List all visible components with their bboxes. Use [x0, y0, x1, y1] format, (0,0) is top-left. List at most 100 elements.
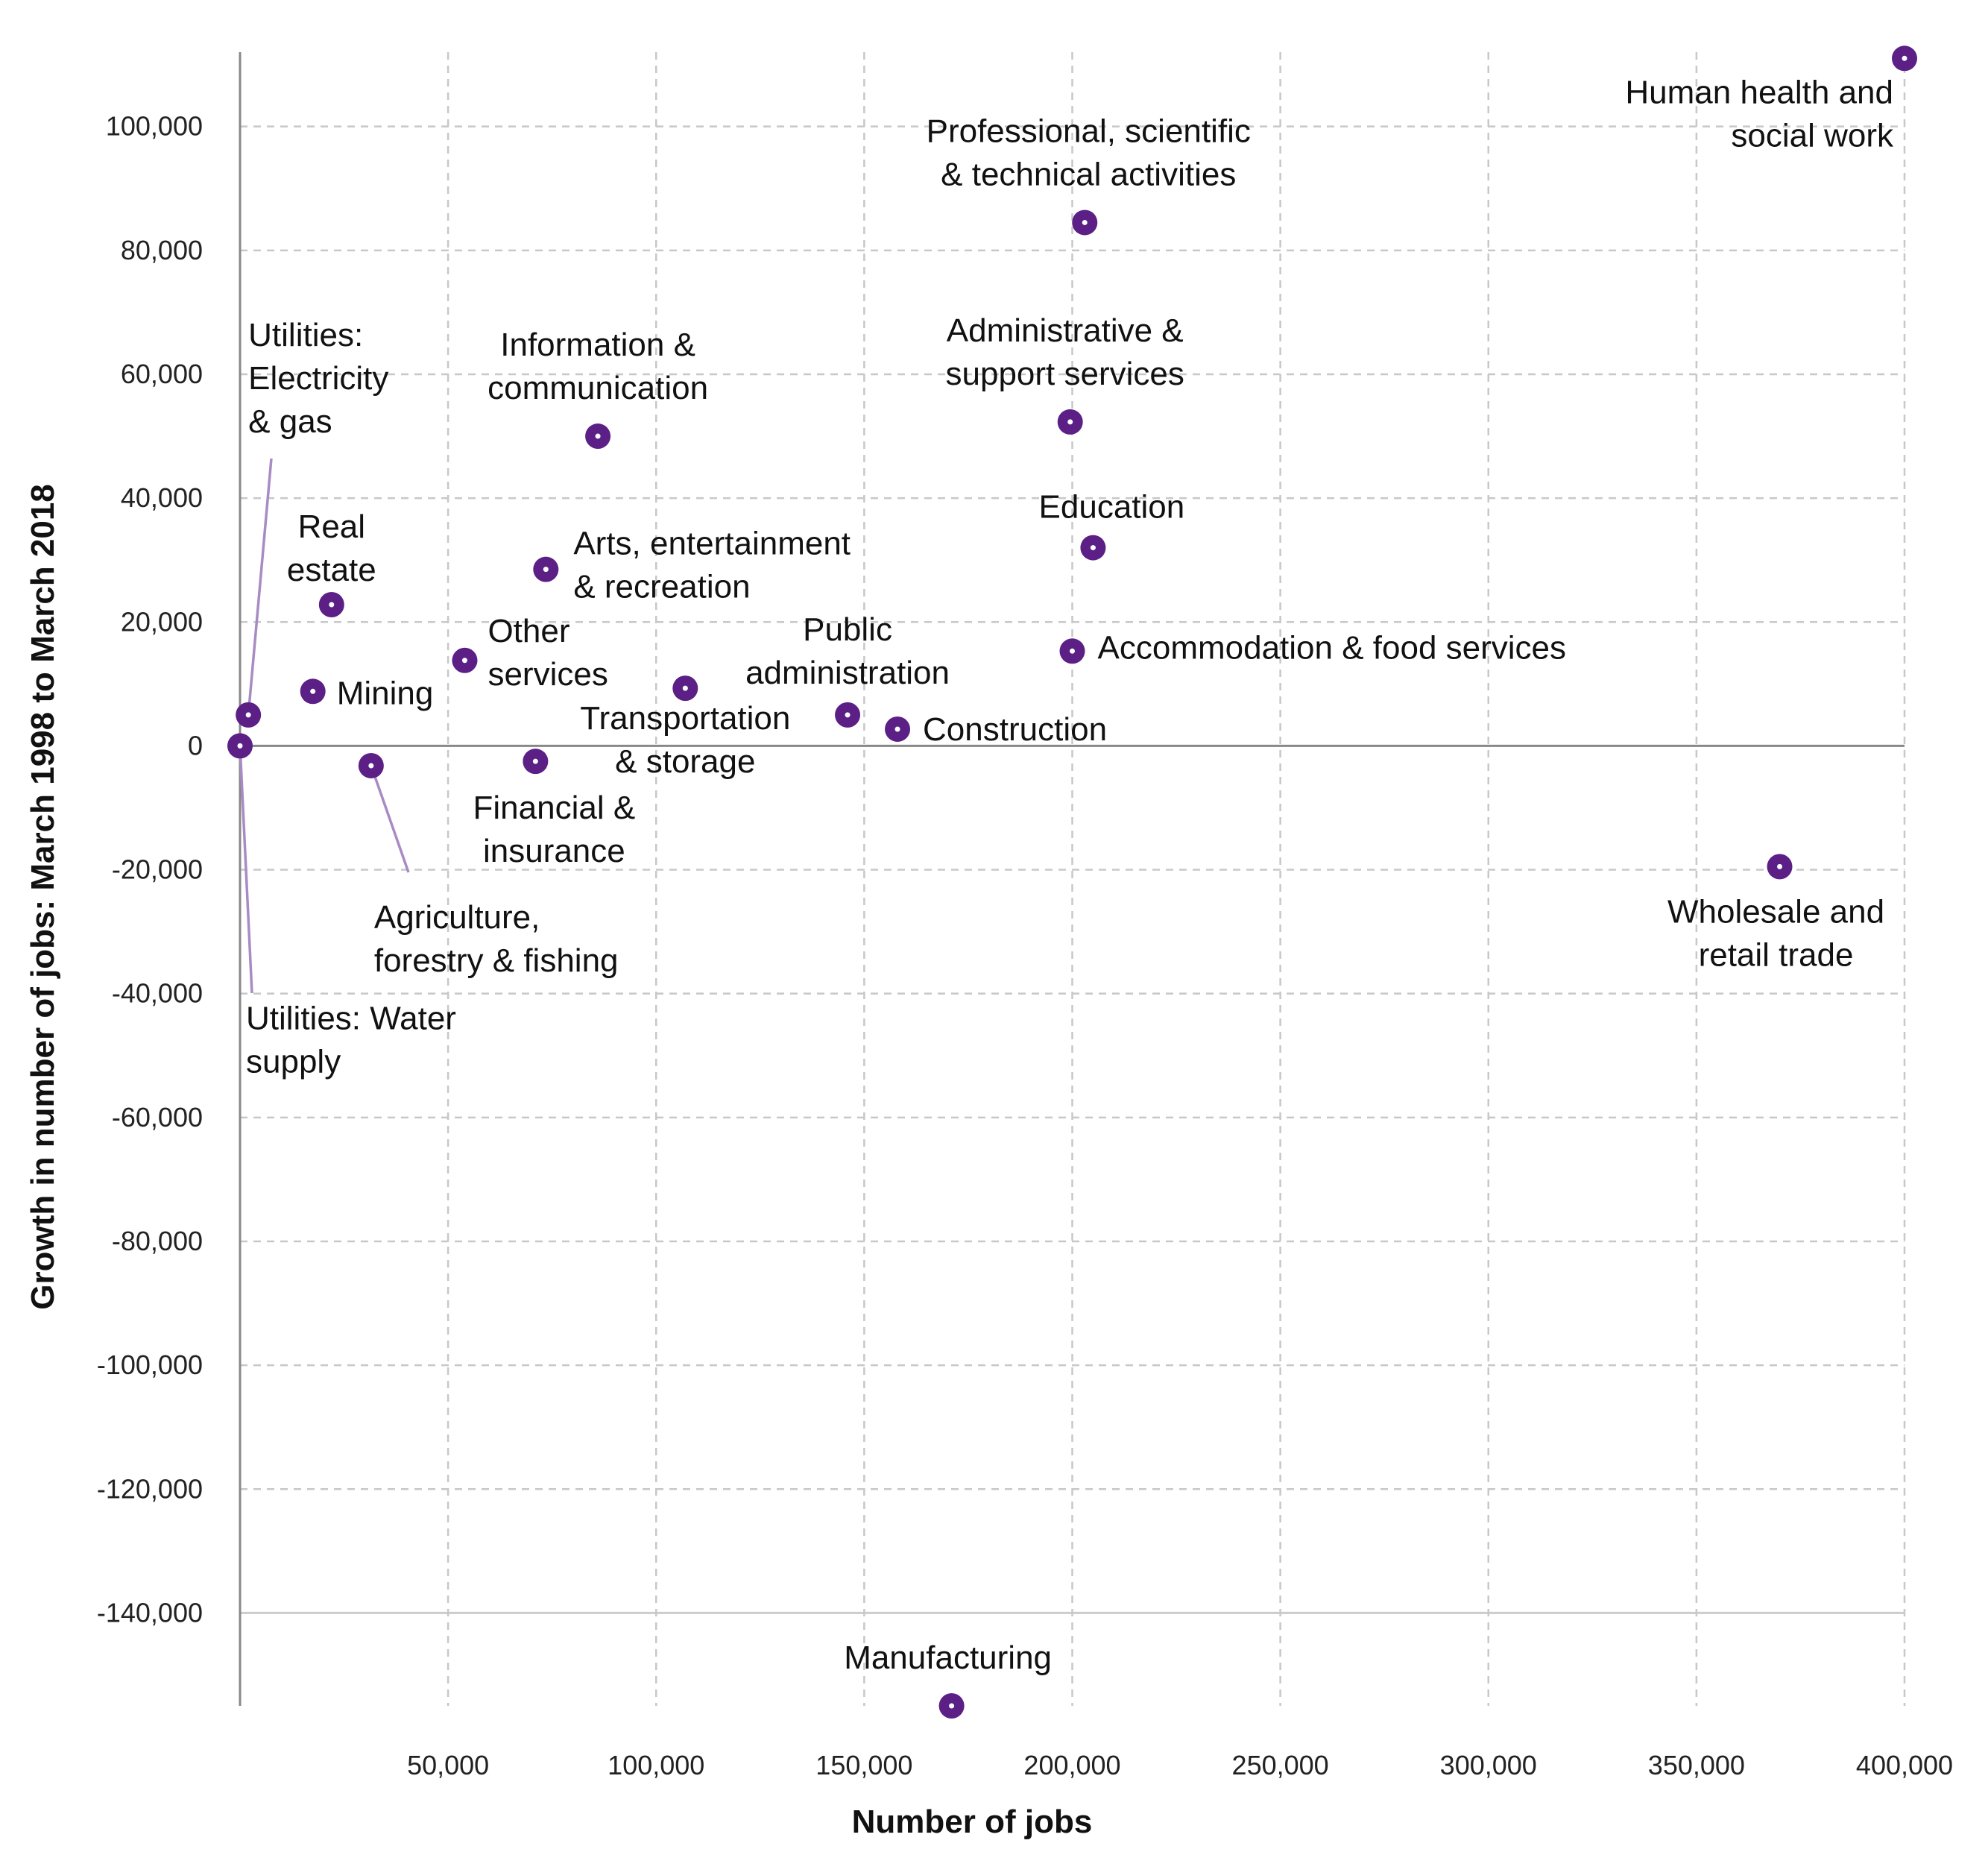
point-label-line: Wholesale and: [1667, 893, 1884, 930]
point-labels: Human health and social work Professional,…: [246, 74, 1894, 1676]
y-tick-label: 60,000: [121, 359, 203, 389]
x-tick-label: 100,000: [608, 1750, 704, 1780]
y-tick-label: -60,000: [112, 1102, 203, 1133]
point-label-line: & storage: [615, 743, 755, 780]
y-tick-label: -20,000: [112, 854, 203, 885]
x-tick-label: 350,000: [1648, 1750, 1745, 1780]
scatter-point-center: [245, 712, 251, 718]
scatter-point-center: [368, 763, 374, 769]
x-tick-label: 250,000: [1232, 1750, 1329, 1780]
y-tick-label: 100,000: [106, 111, 203, 142]
x-tick-label: 150,000: [815, 1750, 912, 1780]
point-label-line: Agriculture,: [374, 899, 540, 936]
y-tick-label: 40,000: [121, 482, 203, 513]
x-tick-label: 50,000: [407, 1750, 489, 1780]
point-label-line: Financial &: [473, 790, 636, 826]
point-label: Professional, scientific & technical acti…: [927, 113, 1251, 192]
scatter-point-center: [894, 726, 900, 732]
point-label-line: retail trade: [1699, 936, 1854, 973]
y-tick-label: -40,000: [112, 978, 203, 1009]
point-label-line: Accommodation & food services: [1098, 629, 1567, 666]
point-label: Administrative & support services: [946, 312, 1184, 392]
scatter-point-center: [310, 688, 316, 694]
scatter-point-center: [1777, 863, 1783, 869]
point-label-line: social work: [1731, 117, 1894, 154]
point-label: Human health and social work: [1625, 74, 1894, 154]
point-label: Mining: [337, 675, 434, 711]
point-label: Utilities: Electricity & gas: [248, 317, 388, 440]
point-label-line: Utilities: Water: [246, 1000, 456, 1036]
leader-line: [247, 458, 273, 716]
point-label: Accommodation & food services: [1098, 629, 1567, 666]
scatter-point-center: [1070, 648, 1075, 654]
y-tick-label: -80,000: [112, 1226, 203, 1256]
y-tick-label: -100,000: [97, 1349, 203, 1380]
point-label-line: communication: [487, 370, 708, 406]
y-tick-label: 80,000: [121, 235, 203, 265]
scatter-point-center: [1067, 419, 1073, 425]
x-tick-label: 200,000: [1023, 1750, 1120, 1780]
x-tick-label: 300,000: [1440, 1750, 1537, 1780]
point-label-line: Construction: [923, 711, 1107, 748]
point-label: Transportation & storage: [580, 700, 790, 780]
grid-lines: [240, 52, 1906, 1706]
scatter-point-center: [682, 685, 688, 691]
leader-line: [239, 746, 253, 994]
x-tick-label: 400,000: [1856, 1750, 1953, 1780]
point-label-line: supply: [246, 1043, 341, 1080]
point-label: Utilities: Water supply: [246, 1000, 456, 1080]
scatter-point-center: [1082, 219, 1088, 225]
point-label-line: Manufacturing: [844, 1640, 1052, 1676]
point-label-line: Public: [803, 611, 892, 648]
point-label: Education: [1039, 489, 1185, 526]
scatter-point-center: [543, 567, 549, 573]
point-label: Wholesale and retail trade: [1667, 893, 1884, 973]
point-label-line: Arts, entertainment: [573, 526, 851, 562]
point-label: Real estate: [287, 508, 376, 588]
point-label: Public administration: [745, 611, 950, 691]
axes: [239, 52, 1905, 1706]
point-label-line: Utilities:: [248, 317, 363, 353]
point-label-line: forestry & fishing: [374, 942, 619, 979]
x-axis-title: Number of jobs: [852, 1804, 1093, 1840]
y-tick-label: 20,000: [121, 606, 203, 637]
scatter-point-center: [845, 712, 851, 718]
data-points: [227, 45, 1917, 1719]
y-tick-label: -120,000: [97, 1473, 203, 1504]
scatter-point-center: [532, 758, 538, 764]
point-label-line: support services: [946, 356, 1184, 392]
scatter-point-center: [461, 658, 467, 664]
point-label: Agriculture, forestry & fishing: [374, 899, 619, 979]
point-label-line: insurance: [483, 833, 625, 869]
point-label: Construction: [923, 711, 1107, 748]
point-label: Arts, entertainment & recreation: [573, 526, 851, 605]
point-label-line: Education: [1039, 489, 1185, 526]
point-label-line: estate: [287, 552, 376, 588]
scatter-point-center: [949, 1703, 955, 1709]
point-label-line: Transportation: [580, 700, 790, 737]
point-label-line: Professional, scientific: [927, 113, 1251, 149]
point-label-line: Mining: [337, 675, 434, 711]
point-label-line: Electricity: [248, 360, 388, 397]
point-label-line: Real: [298, 508, 366, 545]
point-label: Other services: [487, 613, 608, 693]
point-label-line: & recreation: [573, 569, 750, 605]
scatter-point-center: [595, 433, 601, 439]
point-label-line: & gas: [248, 403, 332, 440]
y-tick-label: 0: [188, 730, 203, 760]
point-label-line: Other: [487, 613, 569, 649]
scatter-point-center: [329, 602, 335, 608]
leader-line: [370, 765, 410, 873]
point-label-line: services: [487, 656, 608, 693]
point-label-line: Information &: [500, 327, 695, 363]
scatter-point-center: [1090, 545, 1096, 551]
y-axis-title: Growth in number of jobs: March 1998 to …: [25, 484, 61, 1310]
point-label: Financial & insurance: [473, 790, 636, 869]
point-label: Manufacturing: [844, 1640, 1052, 1676]
tick-labels: 100,000 80,000 60,000 40,000 20,000 0 -20,000 -…: [97, 111, 1953, 1780]
point-label-line: Administrative &: [947, 312, 1184, 349]
leader-lines: [239, 458, 410, 994]
point-label: Information & communication: [487, 327, 708, 406]
